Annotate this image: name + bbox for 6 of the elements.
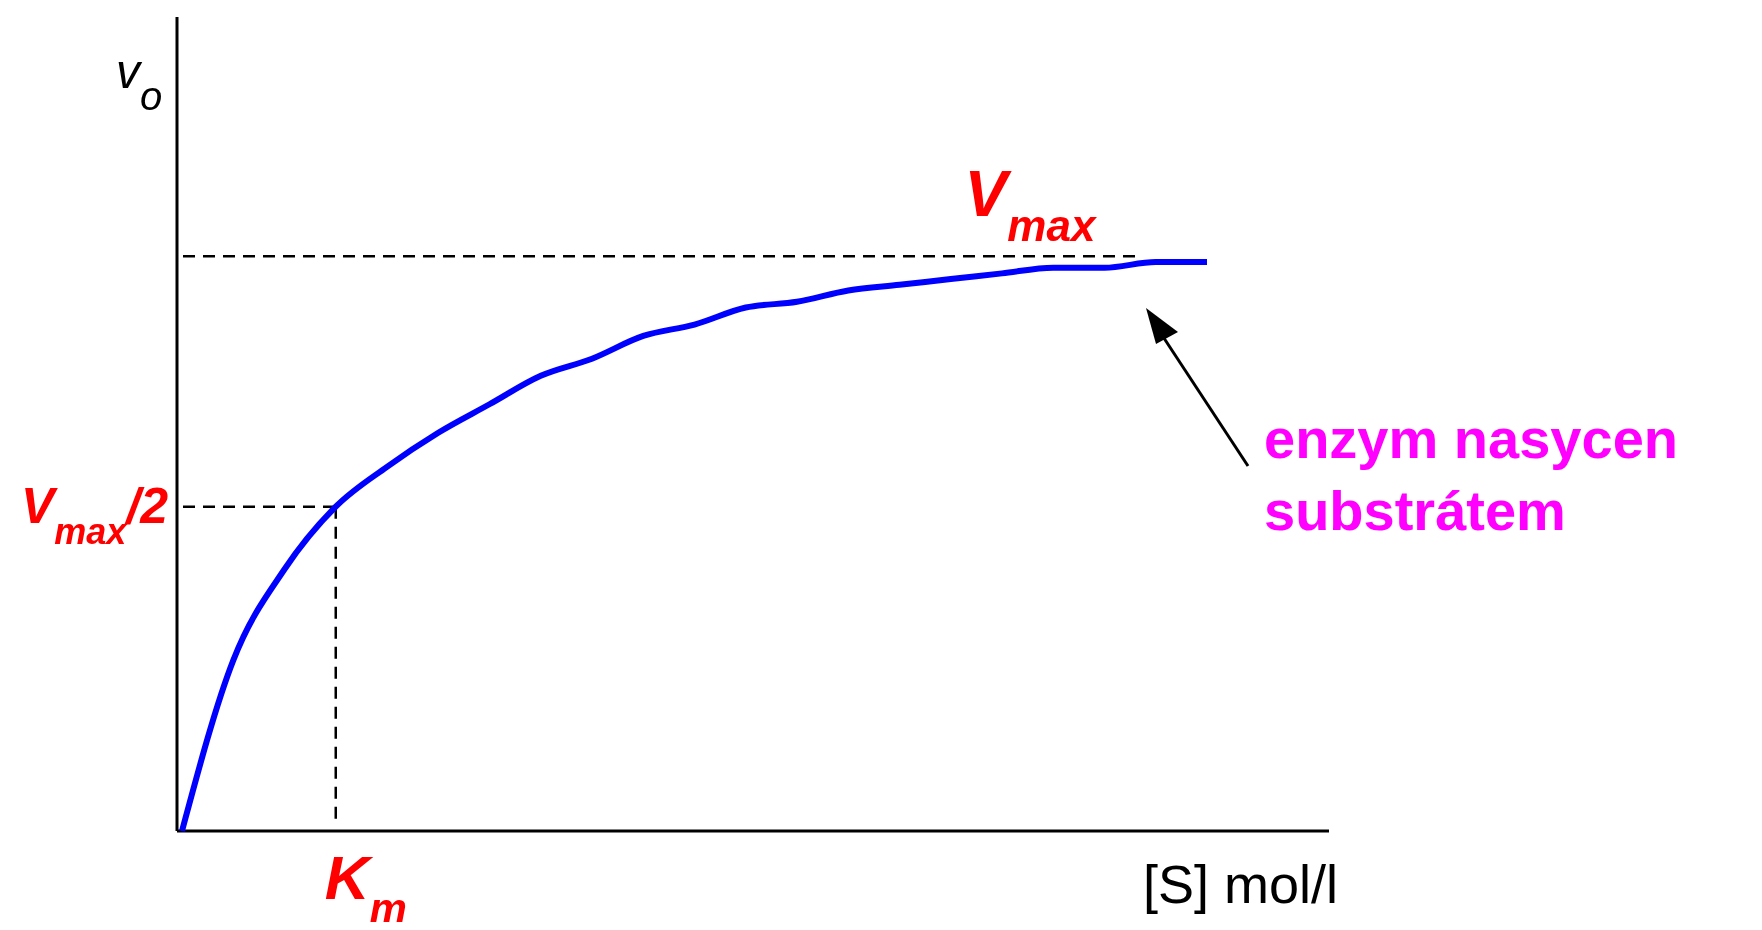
y-axis-title: v$_{o}$ bbox=[116, 45, 163, 118]
ref-line-label: V$_{max}$ bbox=[964, 158, 1097, 250]
x-axis-title: [S] mol/l bbox=[1142, 854, 1338, 914]
ref-line-label: V$_{max}$/2 bbox=[20, 477, 169, 552]
text: K$_{m}$ bbox=[324, 843, 407, 930]
text: enzym nasycen substrátem bbox=[1264, 407, 1678, 542]
